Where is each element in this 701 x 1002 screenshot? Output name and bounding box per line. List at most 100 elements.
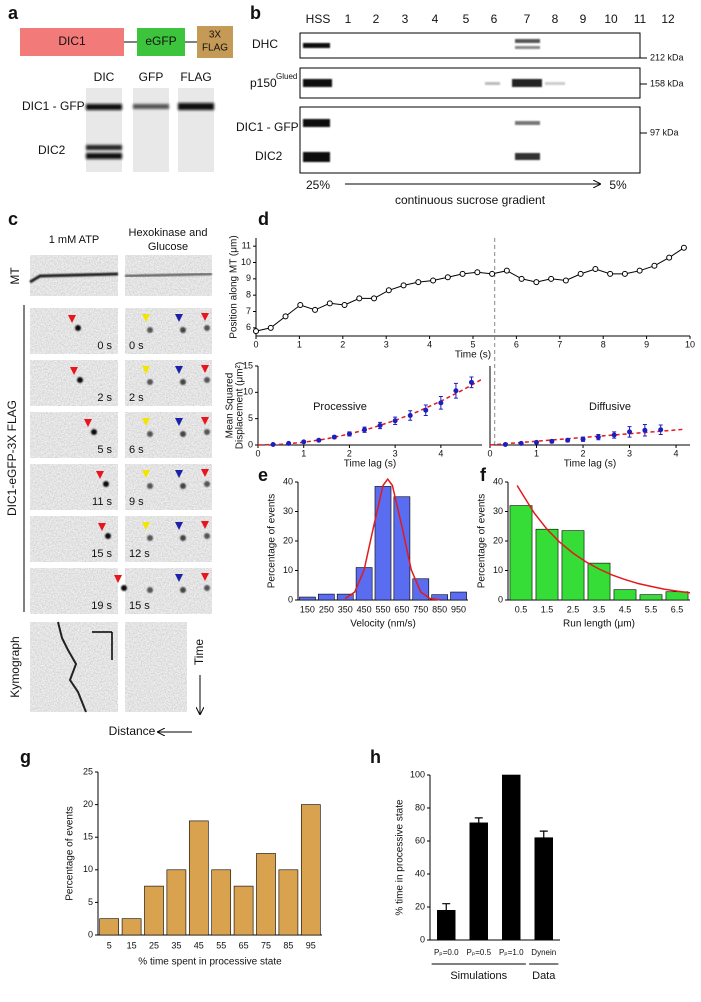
micrograph <box>125 516 212 562</box>
bar <box>639 594 663 601</box>
point <box>565 437 571 443</box>
group-label: Simulations <box>450 970 507 982</box>
gel-band <box>303 119 330 127</box>
row-label: DHC <box>252 37 278 51</box>
spot <box>180 431 186 437</box>
fraction-label: 4 <box>432 12 439 26</box>
x-tick-label: 5 <box>107 940 112 950</box>
bar <box>211 869 232 936</box>
x-tick-label: 0 <box>253 339 258 349</box>
point <box>415 279 422 286</box>
annotation: Diffusive <box>589 401 631 413</box>
x-tick-label: 2 <box>340 339 345 349</box>
x-tick-label: Pₚ=1.0 <box>499 948 524 957</box>
error-bar <box>442 903 451 917</box>
x-tick-label: 2 <box>581 448 586 458</box>
bar <box>99 918 120 936</box>
x-tick-label: 1 <box>301 448 306 458</box>
point <box>377 423 383 429</box>
x-tick-label: 4.5 <box>619 604 632 614</box>
x-axis-label: Time lag (s) <box>344 459 396 470</box>
point <box>267 324 274 331</box>
panel-letter: c <box>8 209 18 229</box>
x-tick-label: Pₚ=0.0 <box>434 948 459 957</box>
y-tick-label: 0 <box>498 594 503 604</box>
point <box>627 429 633 435</box>
bar <box>144 885 164 936</box>
bar <box>535 528 559 601</box>
condition-label: Hexokinase and <box>129 227 208 239</box>
bar <box>374 486 392 601</box>
marker-label: 97 kDa <box>650 127 679 137</box>
group-label: Data <box>532 970 556 982</box>
fraction-label: 7 <box>524 12 531 26</box>
spot <box>204 585 210 591</box>
gel-band <box>86 145 122 150</box>
point <box>326 300 333 307</box>
time-label: 19 s <box>91 600 112 612</box>
point <box>444 274 451 281</box>
time-label: 15 s <box>129 600 150 612</box>
error-bar <box>474 817 483 828</box>
row-label: DIC2 <box>255 149 283 163</box>
point <box>580 436 586 442</box>
arrowhead <box>175 314 183 322</box>
x-tick-label: 10 <box>685 339 695 349</box>
arrowhead <box>201 365 209 373</box>
x-tick-label: 55 <box>216 940 226 950</box>
y-tick-label: 10 <box>241 257 251 267</box>
x-tick-label: 6 <box>514 339 519 349</box>
fraction-label: 8 <box>552 12 559 26</box>
time-label: 0 s <box>97 340 112 352</box>
point <box>430 277 437 284</box>
arrowhead <box>142 366 150 374</box>
construct-label: eGFP <box>145 34 176 48</box>
gel-box <box>299 67 641 99</box>
y-tick-label: 15 <box>83 832 93 842</box>
axis-label: Time <box>192 639 206 666</box>
y-tick-label: 20 <box>415 901 425 911</box>
micrograph <box>30 568 118 614</box>
y-tick-label: 0 <box>420 934 425 944</box>
kymograph-trace <box>57 621 87 713</box>
spot <box>105 533 111 539</box>
microtubule <box>29 272 119 284</box>
x-tick-label: 450 <box>357 604 372 614</box>
x-tick-label: 750 <box>413 604 428 614</box>
spot <box>204 377 210 383</box>
band-label: DIC2 <box>38 143 66 157</box>
x-tick-label: 350 <box>338 604 353 614</box>
x-tick-label: 2 <box>347 448 352 458</box>
point <box>595 434 601 440</box>
gel-band <box>545 82 565 85</box>
x-tick-label: 1 <box>297 339 302 349</box>
x-tick-label: 0 <box>487 448 492 458</box>
spot <box>75 325 81 331</box>
y-tick-label: 0 <box>288 594 293 604</box>
spot <box>103 481 109 487</box>
time-label: 2 s <box>97 392 112 404</box>
bar <box>431 594 448 601</box>
construct-label: 3X <box>209 30 222 41</box>
x-tick-label: 4 <box>427 339 432 349</box>
y-axis-label: Mean Squared <box>225 373 236 439</box>
y-tick-label: 9 <box>246 273 251 283</box>
time-label: 15 s <box>91 548 112 560</box>
gel-lane <box>86 88 122 172</box>
arrowhead <box>98 523 106 531</box>
y-tick-label: 10 <box>83 864 93 874</box>
bar <box>469 822 488 941</box>
point <box>680 244 687 251</box>
y-axis-label: Position along MT (μm) <box>229 235 240 338</box>
x-tick-label: 0 <box>255 448 260 458</box>
marker-label: 158 kDa <box>650 78 684 88</box>
point <box>346 431 352 437</box>
x-tick-label: 3.5 <box>593 604 606 614</box>
spot <box>204 429 210 435</box>
point <box>331 434 337 440</box>
gel-band <box>178 103 214 110</box>
construct-box <box>197 26 233 58</box>
micrograph <box>125 412 212 458</box>
arrowhead <box>175 574 183 582</box>
micrograph <box>125 308 212 354</box>
